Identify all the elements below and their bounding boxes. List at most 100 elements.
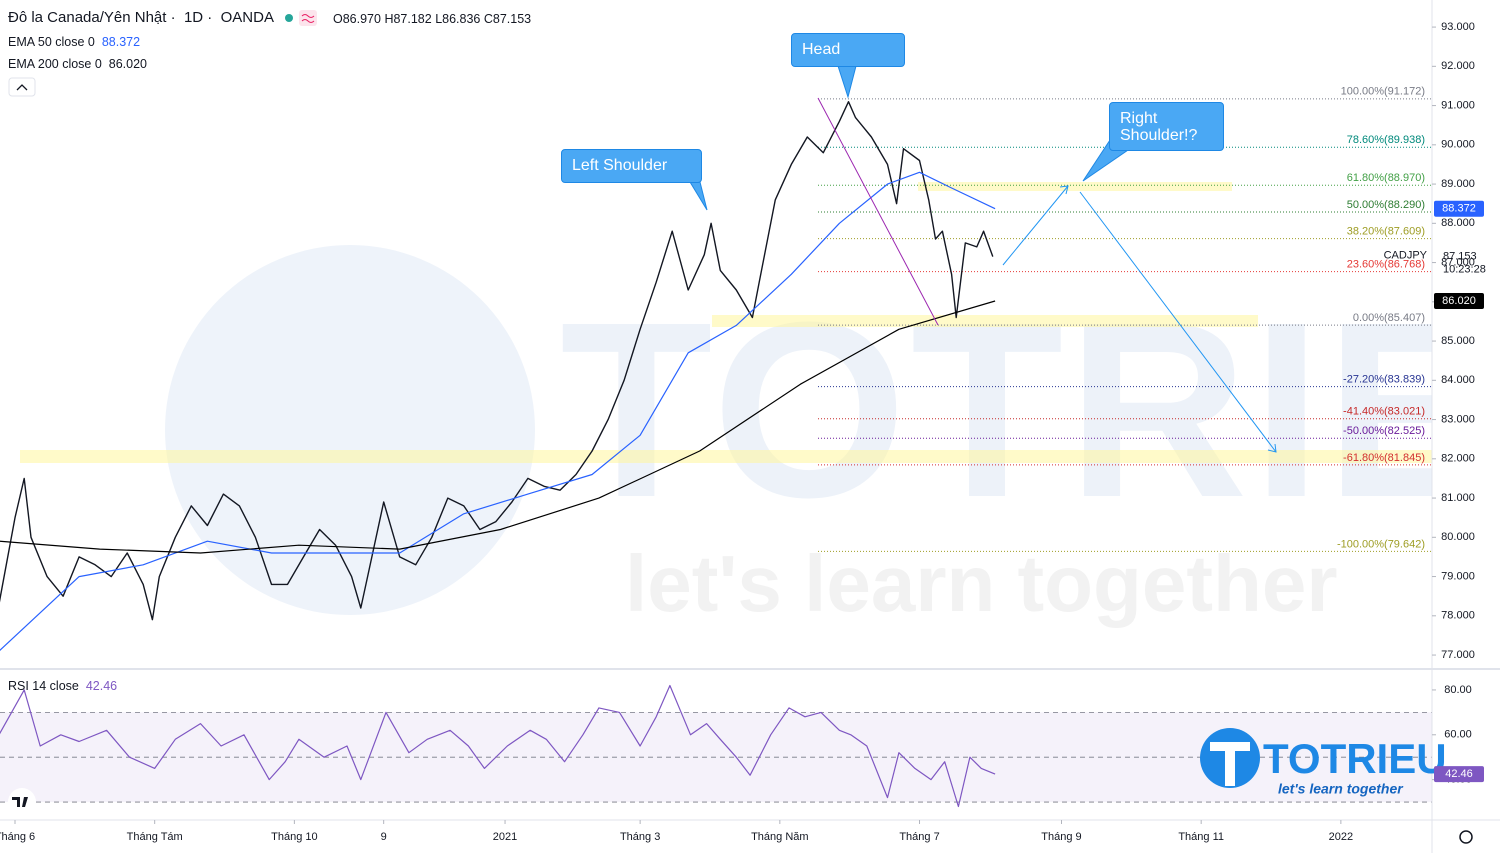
watermark-tagline: let's learn together <box>625 539 1338 628</box>
last-price-symbol: CADJPY <box>1384 249 1428 261</box>
marks-layer <box>0 101 996 808</box>
fib-label: -50.00%(82.525) <box>1343 425 1425 437</box>
x-tick-label: Tháng 9 <box>1041 831 1081 843</box>
legend-value: 86.020 <box>108 57 147 71</box>
tv-logo-glyph <box>12 797 28 807</box>
x-tick-label: Tháng Tám <box>127 831 183 843</box>
arrow-line <box>1002 185 1069 266</box>
exchange: OANDA <box>220 9 274 26</box>
indicator-icon <box>299 10 317 26</box>
fib-label: 78.60%(89.938) <box>1347 134 1425 146</box>
ema50-legend: EMA 50 close 0 88.372 <box>8 35 140 49</box>
fib-label: 38.20%(87.609) <box>1347 226 1425 238</box>
legend-value: 88.372 <box>101 35 141 49</box>
y-tick-label: 83.000 <box>1441 413 1475 425</box>
x-tick-label: Tháng 11 <box>1178 831 1224 843</box>
y-tick-label: 90.000 <box>1441 139 1475 151</box>
x-tick-label: 9 <box>381 831 387 843</box>
fib-label: -27.20%(83.839) <box>1343 374 1425 386</box>
zones: 100.00%(91.172) 78.60%(89.938) 61.80%(88.9… <box>0 86 1432 803</box>
settings-icon[interactable] <box>1459 830 1473 844</box>
brand-logo-glyph <box>1210 742 1250 786</box>
arrow-head <box>1059 185 1069 195</box>
x-tick-label: Tháng 10 <box>271 831 317 843</box>
support-zone <box>20 450 1432 463</box>
y-tick-label: 80.00 <box>1444 684 1472 696</box>
legend-name: EMA 200 close 0 <box>8 57 102 71</box>
legend-value: 42.46 <box>85 679 118 693</box>
price-badge-label: 86.020 <box>1442 295 1476 307</box>
arrow-head <box>1267 443 1277 453</box>
time-axis-bg <box>0 820 1500 853</box>
x-tick-label: Tháng Năm <box>751 831 808 843</box>
y-tick-label: 88.000 <box>1441 217 1475 229</box>
symbol: Đô la Canada/Yên Nhật <box>8 9 167 26</box>
y-tick-label: 82.000 <box>1441 453 1475 465</box>
tv-logo[interactable] <box>8 788 36 816</box>
status-dot <box>285 14 293 22</box>
price-badge <box>1434 293 1484 310</box>
price-badge-label: 42.46 <box>1445 768 1473 780</box>
interval: 1D <box>183 9 204 26</box>
y-tick-label: 78.000 <box>1441 610 1475 622</box>
y-tick-label: 93.000 <box>1441 21 1475 33</box>
fib-label: -100.00%(79.642) <box>1337 538 1425 550</box>
legend-name: RSI 14 close <box>8 679 79 693</box>
y-tick-label: 89.000 <box>1441 178 1475 190</box>
x-tick-label: 2021 <box>493 831 517 843</box>
ema200-legend: EMA 200 close 0 86.020 <box>8 57 147 71</box>
brand-tagline: let's learn together <box>1278 781 1404 797</box>
price-badge <box>1434 766 1484 783</box>
y-tick-label: 84.000 <box>1441 374 1475 386</box>
price-badge <box>1434 200 1484 217</box>
x-tick-label: Tháng 3 <box>620 831 660 843</box>
series-line <box>0 300 996 554</box>
fib-label: 61.80%(88.970) <box>1347 172 1425 184</box>
background-layer: TOTRIEU let's learn together <box>165 245 1500 628</box>
price-axis-bg <box>1432 0 1500 853</box>
collapse-icon <box>16 84 28 91</box>
watermark-logo <box>165 245 535 615</box>
fib-label: 50.00%(88.290) <box>1347 199 1425 211</box>
series-line <box>0 101 994 621</box>
fib-label: 100.00%(91.172) <box>1341 86 1425 98</box>
ohlc-open: O86.970 <box>333 12 381 26</box>
ohlc-high: H87.182 <box>384 12 432 26</box>
y-tick-label: 85.000 <box>1441 335 1475 347</box>
fib-label: 23.60%(86.768) <box>1347 259 1425 271</box>
callout: Head <box>791 33 905 67</box>
price-badge-label: 88.372 <box>1442 203 1476 215</box>
ohlc-close: C87.153 <box>483 12 532 26</box>
y-tick-label: 87.000 <box>1441 256 1475 268</box>
callout-pointer <box>837 65 857 99</box>
callout: Right Shoulder!? <box>1109 102 1224 151</box>
x-tick-label: 2022 <box>1329 831 1353 843</box>
trend-line <box>817 97 939 326</box>
arrow-line <box>1079 191 1277 453</box>
neckline-zone <box>712 315 1258 327</box>
collapse-button[interactable] <box>8 77 36 97</box>
brand-name: TOTRIEU <box>1263 735 1447 782</box>
y-tick-label: 77.000 <box>1441 649 1475 661</box>
indicator-glyph <box>301 14 315 23</box>
fib-label: 0.00%(85.407) <box>1353 312 1425 324</box>
resistance-zone <box>918 182 1232 191</box>
x-tick-label: Tháng 7 <box>899 831 939 843</box>
y-tick-label: 91.000 <box>1441 99 1475 111</box>
x-tick-label: Tháng 6 <box>0 831 35 843</box>
callout: Left Shoulder <box>561 149 702 183</box>
ohlc-low: L86.836 <box>435 12 481 26</box>
rsi-legend: RSI 14 close 42.46 <box>8 679 117 693</box>
legend-name: EMA 50 close 0 <box>8 35 95 49</box>
fib-label: -41.40%(83.021) <box>1343 406 1425 418</box>
header-title: Đô la Canada/Yên Nhật · 1D · OANDA <box>8 9 274 26</box>
y-tick-label: 80.000 <box>1441 531 1475 543</box>
fib-label: -61.80%(81.845) <box>1343 452 1425 464</box>
series-line <box>0 171 996 651</box>
y-tick-label: 60.00 <box>1444 729 1472 741</box>
series-line <box>0 684 996 808</box>
y-tick-label: 79.000 <box>1441 570 1475 582</box>
y-tick-label: 81.000 <box>1441 492 1475 504</box>
